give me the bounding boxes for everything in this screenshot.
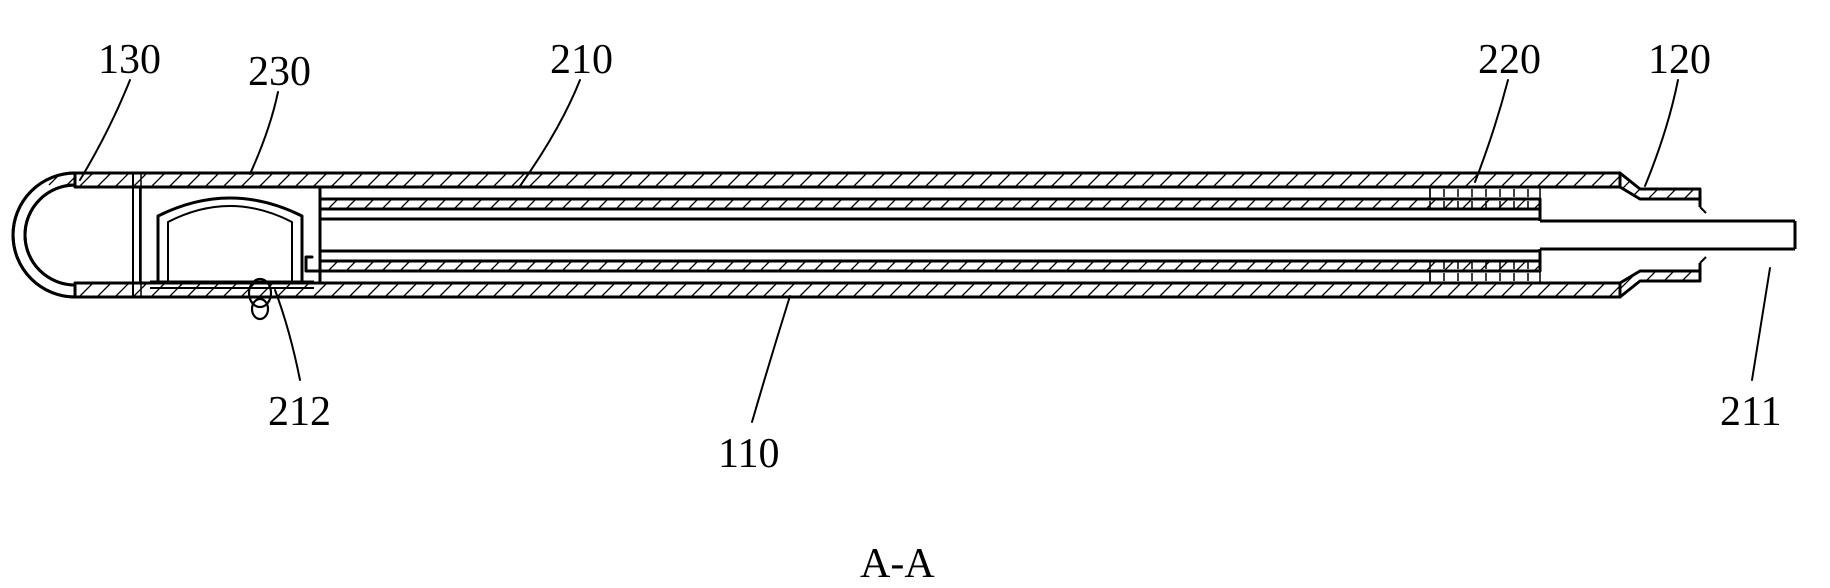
callout-label: 212 (268, 388, 331, 436)
section-label: A-A (860, 540, 935, 588)
callout-label: 130 (98, 36, 161, 84)
callout-label: 211 (1720, 388, 1781, 436)
callout-label: 120 (1648, 36, 1711, 84)
callout-label: 110 (718, 430, 779, 478)
callout-label: 210 (550, 36, 613, 84)
callout-label: 230 (248, 48, 311, 96)
callout-label: 220 (1478, 36, 1541, 84)
